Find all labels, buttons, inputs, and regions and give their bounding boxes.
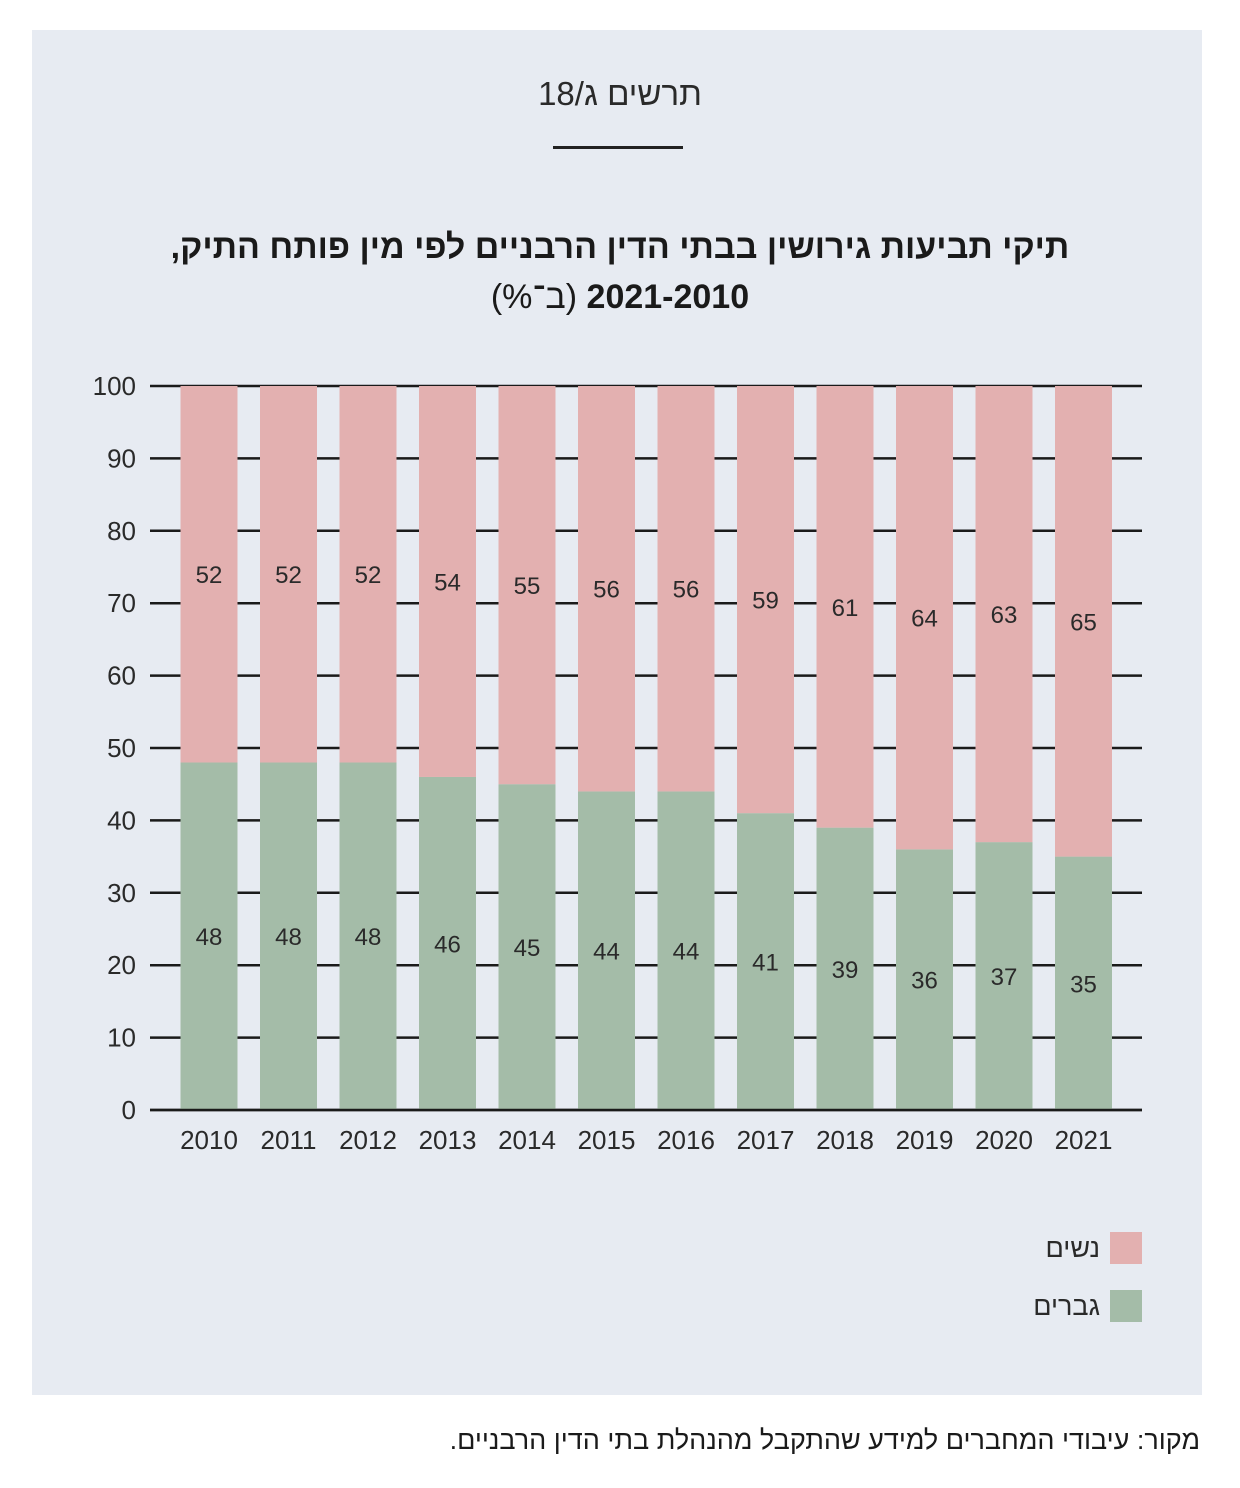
data-label-women: 52 xyxy=(196,562,223,589)
bar-women-2021 xyxy=(1055,386,1112,857)
x-tick-label: 2020 xyxy=(975,1125,1033,1155)
data-label-women: 54 xyxy=(434,569,461,596)
bar-women-2011 xyxy=(260,386,317,763)
data-label-women: 65 xyxy=(1070,609,1097,636)
data-label-women: 52 xyxy=(275,562,302,589)
bar-women-2017 xyxy=(737,386,794,814)
y-tick-labels: 0 10 20 30 40 50 60 70 80 90 100 xyxy=(93,371,136,1125)
data-label-men: 36 xyxy=(911,968,938,995)
x-tick-label: 2016 xyxy=(657,1125,715,1155)
chart-title-unit: (ב־%) xyxy=(490,278,578,316)
bar-men-2013 xyxy=(419,776,476,1110)
bar-men-2020 xyxy=(975,842,1033,1110)
figure-label: תרשים ג/18 xyxy=(538,75,702,112)
bar-women-2012 xyxy=(339,386,397,763)
legend-label-women: נשים xyxy=(1045,1232,1100,1263)
x-tick-label: 2014 xyxy=(498,1125,556,1155)
data-label-women: 52 xyxy=(355,562,382,589)
bars xyxy=(180,386,1112,1110)
x-tick-label: 2012 xyxy=(339,1125,397,1155)
x-tick-label: 2021 xyxy=(1055,1125,1113,1155)
data-label-women: 59 xyxy=(752,588,779,615)
data-label-women: 56 xyxy=(593,577,620,604)
bar-men-2016 xyxy=(657,791,715,1110)
bar-men-2011 xyxy=(260,762,317,1110)
bar-men-2012 xyxy=(339,762,397,1110)
y-tick-label: 60 xyxy=(107,661,136,691)
y-tick-label: 70 xyxy=(107,588,136,618)
bar-women-2014 xyxy=(498,386,556,785)
bar-men-2021 xyxy=(1055,856,1112,1110)
data-label-women: 63 xyxy=(991,602,1018,629)
y-tick-label: 20 xyxy=(107,950,136,980)
data-label-women: 55 xyxy=(514,573,541,600)
chart-title-years: 2021-2010 xyxy=(586,278,750,316)
legend-swatch-men xyxy=(1110,1290,1142,1322)
y-tick-label: 10 xyxy=(107,1023,136,1053)
bar-men-2019 xyxy=(896,849,953,1110)
data-label-men: 35 xyxy=(1070,971,1097,998)
legend-item-men: גברים xyxy=(1033,1290,1142,1322)
chart-title: תיקי תביעות גירושין בבתי הדין הרבניים לפ… xyxy=(170,228,1070,266)
x-tick-label: 2011 xyxy=(261,1125,317,1155)
bar-women-2018 xyxy=(816,386,874,828)
x-tick-label: 2019 xyxy=(896,1125,954,1155)
bar-men-2017 xyxy=(737,813,794,1110)
data-label-women: 56 xyxy=(673,577,700,604)
bar-women-2015 xyxy=(578,386,635,792)
bar-women-2016 xyxy=(657,386,715,792)
y-tick-label: 80 xyxy=(107,516,136,546)
legend-label-men: גברים xyxy=(1033,1290,1100,1321)
legend-item-women: נשים xyxy=(1046,1232,1142,1264)
data-label-men: 39 xyxy=(832,957,859,984)
data-label-men: 44 xyxy=(673,939,700,966)
data-labels: 48 52 48 52 48 52 46 54 45 55 44 56 44 56 41 59 39 61 36 64… xyxy=(150,562,1142,1112)
x-tick-label: 2010 xyxy=(180,1125,238,1155)
legend-swatch-women xyxy=(1110,1232,1142,1264)
bar-men-2010 xyxy=(180,762,238,1110)
source-text: עיבודי המחברים למידע שהתקבל מהנהלת בתי ה… xyxy=(449,1425,1130,1455)
data-label-women: 64 xyxy=(911,606,938,633)
bar-women-2013 xyxy=(419,386,476,777)
data-label-men: 37 xyxy=(991,964,1018,991)
x-tick-labels: 2010 2011 2012 2013 2014 2015 2016 2017 2018 2019… xyxy=(180,1125,1112,1155)
y-tick-label: 100 xyxy=(93,371,136,401)
bar-men-2014 xyxy=(498,784,556,1110)
x-tick-label: 2015 xyxy=(578,1125,636,1155)
data-label-men: 48 xyxy=(196,924,223,951)
data-label-men: 46 xyxy=(434,931,461,958)
data-label-men: 44 xyxy=(593,939,620,966)
data-label-men: 48 xyxy=(275,924,302,951)
y-tick-label: 90 xyxy=(107,443,136,473)
source-prefix: מקור: xyxy=(1136,1425,1200,1455)
x-tick-label: 2018 xyxy=(816,1125,874,1155)
bar-men-2018 xyxy=(816,827,874,1110)
x-tick-label: 2017 xyxy=(737,1125,795,1155)
y-tick-label: 50 xyxy=(107,733,136,763)
chart-title-years-line: 2021-2010 (ב־%) xyxy=(0,278,1240,317)
data-label-men: 48 xyxy=(355,924,382,951)
bar-women-2019 xyxy=(896,386,953,850)
data-label-men: 45 xyxy=(514,935,541,962)
y-tick-label: 30 xyxy=(107,878,136,908)
bar-men-2015 xyxy=(578,791,635,1110)
source-note: מקור: עיבודי המחברים למידע שהתקבל מהנהלת… xyxy=(450,1425,1200,1456)
bar-women-2010 xyxy=(180,386,238,763)
y-tick-label: 0 xyxy=(122,1095,136,1125)
bar-women-2020 xyxy=(975,386,1033,843)
data-label-men: 41 xyxy=(752,950,779,977)
y-tick-label: 40 xyxy=(107,805,136,835)
x-tick-label: 2013 xyxy=(419,1125,477,1155)
data-label-women: 61 xyxy=(832,595,859,622)
figure-label-rule xyxy=(553,146,683,149)
